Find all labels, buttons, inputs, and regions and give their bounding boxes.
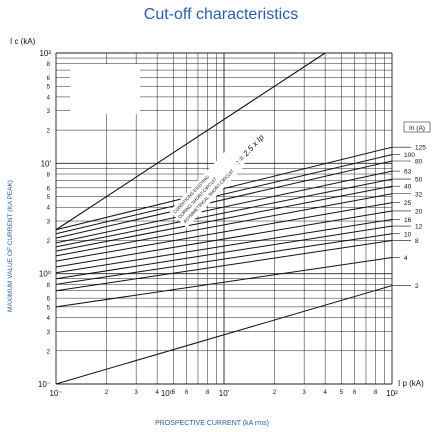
x-tick-label: 10² (386, 389, 398, 398)
series-line-125 (55, 146, 393, 231)
series-line-32 (55, 193, 393, 257)
x-minor-tick-label: 6 (185, 390, 189, 396)
y-minor-tick-label: 2 (47, 129, 51, 135)
series-layer (55, 52, 393, 385)
series-line-2 (55, 285, 393, 385)
series-line-12 (55, 225, 393, 280)
y-tick-label: 10⁻ (38, 380, 51, 389)
y-axis-title: MAXIMUM VALUE OF CURRENT (KA PEAK) (7, 180, 14, 312)
legend-header: In (A) (409, 125, 425, 132)
x-minor-tick-label: 3 (134, 390, 138, 396)
series-label-25: 25 (404, 200, 412, 207)
asymptote-line (55, 52, 326, 231)
x-minor-tick-label: 5 (172, 390, 176, 396)
x-minor-tick-label: 6 (353, 390, 357, 396)
y-minor-tick-label: 8 (47, 283, 51, 289)
series-line-25 (55, 202, 393, 262)
y-minor-tick-label: 5 (47, 195, 51, 201)
series-line-20 (55, 210, 393, 268)
series-label-20: 20 (415, 208, 423, 215)
series-label-50: 50 (415, 177, 423, 184)
x-unit-label: I p (kA) (398, 379, 424, 388)
series-line-16 (55, 218, 393, 274)
legend-header-box (403, 121, 431, 133)
tick-labels: 10⁻ 10' 10² 10⁰ 10² 10' 10⁰ 10⁻ 2 3 4 5 6 8 2 3 4 5 6 8 2 3 4 5… (38, 49, 398, 398)
series-line-100 (55, 154, 393, 235)
series-label-63: 63 (404, 169, 412, 176)
series-line-40 (55, 185, 393, 252)
y-minor-tick-label: 8 (47, 62, 51, 68)
series-line-8 (55, 239, 393, 292)
y-minor-tick-label: 6 (47, 76, 51, 82)
y-minor-tick-label: 2 (47, 239, 51, 245)
y-minor-tick-label: 4 (47, 95, 51, 101)
y-minor-tick-label: 5 (47, 305, 51, 311)
y-minor-tick-label: 3 (47, 109, 51, 115)
y-minor-tick-label: 5 (47, 85, 51, 91)
series-label-12: 12 (415, 224, 423, 231)
x-minor-tick-label: 4 (155, 390, 159, 396)
y-minor-tick-label: 6 (47, 297, 51, 303)
series-line-4 (55, 257, 393, 308)
blank-inset-box (70, 64, 140, 114)
x-minor-tick-label: 2 (105, 390, 109, 396)
x-minor-tick-label: 4 (323, 390, 327, 396)
chart-title: Cut-off characteristics (143, 6, 299, 23)
y-tick-label: 10⁰ (39, 270, 51, 279)
series-line-80 (55, 160, 393, 239)
y-minor-tick-label: 6 (47, 186, 51, 192)
series-label-10: 10 (404, 231, 412, 238)
x-minor-tick-label: 8 (206, 390, 210, 396)
x-minor-tick-label: 8 (374, 390, 378, 396)
x-axis-title: PROSPECTIVE CURRENT (kA rms) (155, 420, 269, 427)
y-minor-tick-label: 3 (47, 220, 51, 226)
y-minor-tick-label: 8 (47, 173, 51, 179)
series-line-10 (55, 233, 393, 285)
series-label-16: 16 (404, 217, 412, 224)
y-minor-tick-label: 2 (47, 349, 51, 355)
series-label-40: 40 (404, 184, 412, 191)
y-minor-tick-label: 4 (47, 206, 51, 212)
series-label-125: 125 (415, 145, 426, 152)
series-label-100: 100 (404, 152, 415, 159)
series-label-8: 8 (415, 238, 419, 245)
asymptote-note: CONDITIONS EXISTING DURING SHORT-CIRCUIT… (169, 151, 243, 228)
x-minor-tick-label: 5 (340, 390, 344, 396)
y-tick-label: 10² (39, 49, 51, 58)
y-unit-label: I c (kA) (10, 37, 36, 46)
x-tick-label: 10⁻ (49, 389, 62, 398)
series-line-63 (55, 170, 393, 244)
series-label-4: 4 (404, 255, 408, 262)
y-minor-tick-label: 3 (47, 330, 51, 336)
series-label-2: 2 (415, 283, 419, 290)
series-label-32: 32 (415, 191, 423, 198)
y-minor-tick-label: 4 (47, 316, 51, 322)
series-line-50 (55, 178, 393, 248)
x-tick-label: 10' (219, 389, 230, 398)
y-tick-label: 10' (41, 159, 52, 168)
x-minor-tick-label: 2 (273, 390, 277, 396)
x-minor-tick-label: 3 (302, 390, 306, 396)
series-label-80: 80 (415, 158, 423, 165)
x-tick-label: 10⁰ (161, 389, 173, 398)
